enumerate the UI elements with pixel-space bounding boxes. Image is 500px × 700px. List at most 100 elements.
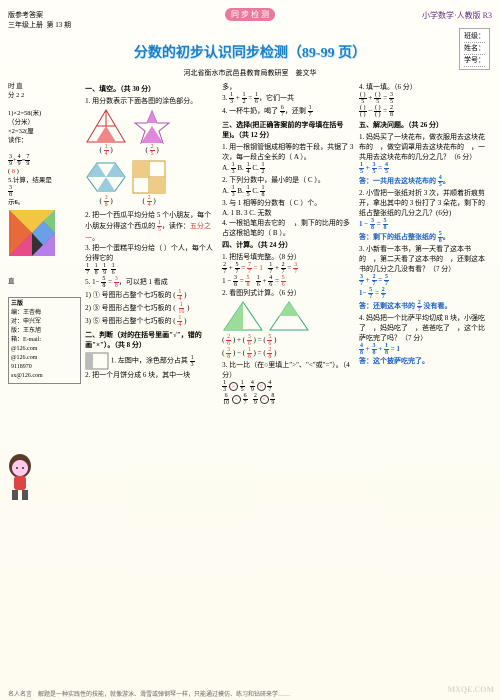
ans4-eq: 48 + 38 + 18 = 1 <box>359 343 492 356</box>
ans4-txt: 答：这个披萨吃完了。 <box>359 356 492 366</box>
sec3-q3o: A. 1 B. 3 C. 无数 <box>222 208 355 218</box>
name-field: 姓名： <box>464 43 485 55</box>
student-info-box: 班级： 姓名： 学号： <box>459 28 490 70</box>
exam-type-badge: 同 步 检 测 <box>225 8 275 21</box>
sec5-q1: 1. 妈妈买了一块花布，做衣服用去这块花布的 ，做空调罩用去这块花布的 ，一共用… <box>359 132 492 162</box>
header-center: 同 步 检 测 <box>225 8 275 21</box>
fill-row2: ( )( ) − ( )( ) = 28 <box>359 105 492 118</box>
sec1-q4: 17 18 19 16 <box>85 263 218 276</box>
cartoon-girl <box>2 450 38 504</box>
eq3: 1 − 38 = 58 16 + 46 = 56 <box>222 275 355 288</box>
sample-ref: 示6。 <box>8 198 81 207</box>
sec5-q2: 2. 小雪把一张纸对折 3 次，并顺着折痕剪开，拿出其中的 3 份打了 3 朵花… <box>359 188 492 218</box>
sec4-q3: 3. 比一比（在○里填上">"、"<"或"="）。（4 分） <box>222 360 355 380</box>
hexagon-shape: ( 38 ) <box>85 159 127 208</box>
num-field: 学号： <box>464 55 485 67</box>
sec2-q4: 4. 一杯牛奶，喝了 67，还剩 17 <box>222 105 355 118</box>
sample-title: 5.计算，结果是 <box>8 176 81 185</box>
ans-sample: 39+49=79 <box>8 154 81 167</box>
ans-calc3: ×2=32(厘 <box>8 127 81 136</box>
sec4-heading: 四、计算。（共 24 分） <box>222 240 355 250</box>
column-1: 一、填空。（共 30 分） 1. 用分数表示下面各图的涂色部分。 ( 14 ) … <box>85 82 218 406</box>
sec3-heading: 三、选择(把正确答案前的字母填在括号里)。（共 12 分） <box>222 120 355 140</box>
ans2-txt: 答：剩下的纸占整张纸的 58。 <box>359 231 492 244</box>
sec3-q2o: A. 13 B. 15 C. 18 <box>222 185 355 198</box>
expr2b: ( 38 ) − ( 18 ) = ( 28 ) <box>222 347 355 360</box>
sec2-heading: 二、判断（对的在括号里画"√"，错的画"×"）。（共 8 分） <box>85 330 218 350</box>
ans-l2: 分 2 2 <box>8 91 81 100</box>
sec1-p2: 2) ③ 号图形占整个七巧板的 ( 116 ) <box>85 302 218 315</box>
sec1-q1: 1. 用分数表示下面各图的涂色部分。 <box>85 96 218 106</box>
ref-ans-label: 版参考答案 <box>8 11 43 19</box>
pub-l5: @126.com <box>11 354 78 363</box>
column-2: 多， 3. 13 + 12 = 16，它们一共 4. 一杯牛奶，喝了 67，还剩… <box>222 82 355 406</box>
sec1-q2: 2. 把一个西瓜平均分给 5 个小朋友，每个小朋友分得这个西瓜的 15，读作：五… <box>85 210 218 243</box>
pub-l4: @126.com <box>11 345 78 354</box>
ans3-eq: 37 + 27 = 57 <box>359 274 492 287</box>
publisher-box: 三版 编：王杏梅 对：申兴军 版：王东旭 箱：E-mail: @126.com … <box>8 297 81 384</box>
ans3-txt: 答：还剩这本书的 27 没有看。 <box>359 300 492 313</box>
sec2-q2: 2. 把一个月饼分成 6 块，其中一块 <box>85 370 218 380</box>
line-many: 多， <box>222 82 355 92</box>
main-columns: 时 直 分 2 2 1)×2=58(米) （分米） ×2=32(厘 读作： 39… <box>8 82 492 406</box>
page-header: 版参考答案 三年级上册 第 13 期 同 步 检 测 小学数学·人教版 R3 <box>8 8 492 36</box>
ans-sample3: 38 <box>8 185 81 198</box>
sec1-p3: 3) ⑤ 号图形占整个七巧板的 ( 14 ) <box>85 315 218 328</box>
sec3-q2: 2. 下列分数中，最小的是（ C ）。 <box>222 175 355 185</box>
sec3-q1: 1. 用一根钢管锯成相等的若干段，共锯了 3 次，每一段占全长的（ A ）。 <box>222 142 355 162</box>
straight-label: 直 <box>8 277 81 286</box>
sec4-q2: 2. 看图列式计算。（6 分） <box>222 288 355 298</box>
pub-l1: 对：申兴军 <box>11 318 78 327</box>
grid-shape: ( 24 ) <box>131 159 167 208</box>
class-field: 班级： <box>464 31 485 43</box>
ans-sample2: ( 8 ) <box>8 167 81 176</box>
sec5-heading: 五、解决问题。（共 26 分） <box>359 120 492 130</box>
title-row: 分数的初步认识同步检测（89-99 页） <box>8 42 492 62</box>
fill-row1: ( )5 + ( )5 = 35 <box>359 92 492 105</box>
sec4b-heading: 4. 填一填。（6 分） <box>359 82 492 92</box>
pub-l6: 9118970 <box>11 363 78 372</box>
sec3-q3: 3. 与 1 相等的分数有（ C ）个。 <box>222 198 355 208</box>
eq1: 27 + 57 = 77 = 1 17 + 27 = 37 <box>222 262 355 275</box>
watermark: MXQE.COM <box>448 685 494 694</box>
footer-quote: 名人名言 解题是一种实践性的技能，就像游泳、滑雪或弹钢琴一样，只能通过模仿、练习… <box>8 689 492 698</box>
sec1-q3: 3. 把一个蛋糕平均分给（ ）个人，每个人分得它的 <box>85 243 218 263</box>
pub-title: 三版 <box>11 300 78 309</box>
sec2-q1: 1. 左图中，涂色部分占其 13 <box>85 352 218 370</box>
header-left: 版参考答案 三年级上册 第 13 期 <box>8 10 71 30</box>
star-shape: ( 25 ) <box>131 108 173 157</box>
read-label: 读作： <box>8 137 28 144</box>
shape-row-2: ( 38 ) ( 24 ) <box>85 159 218 208</box>
issue-label: 第 13 期 <box>47 21 72 29</box>
ans1-eq: 15 + 35 = 45 <box>359 162 492 175</box>
pub-l7: sx@126.com <box>11 372 78 381</box>
pub-l3: 箱：E-mail: <box>11 336 78 345</box>
ans-calc1: 1)×2=58(米) <box>8 109 81 118</box>
answer-strip: 时 直 分 2 2 1)×2=58(米) （分米） ×2=32(厘 读作： 39… <box>8 82 81 406</box>
sec4-q1: 1. 把括号填完整。（8 分） <box>222 252 355 262</box>
author-line: 河北省衡水市武邑县教育局教研室 姜文华 <box>8 68 492 78</box>
pub-l0: 编：王杏梅 <box>11 309 78 318</box>
triangle-pair <box>222 300 355 332</box>
column-3: 4. 填一填。（6 分） ( )5 + ( )5 = 35 ( )( ) − (… <box>359 82 492 406</box>
ans-calc2: （分米） <box>8 118 81 127</box>
ans1-txt: 答：一共用去这块花布的 45。 <box>359 175 492 188</box>
triangle-shape: ( 14 ) <box>85 108 127 157</box>
grade-label: 三年级上册 <box>8 21 43 29</box>
page-title: 分数的初步认识同步检测（89-99 页） <box>134 42 366 62</box>
sec2-q3: 3. 13 + 12 = 16，它们一共 <box>222 92 355 105</box>
sec1-heading: 一、填空。（共 30 分） <box>85 84 218 94</box>
sec3-q1o: A. 13 B. 14 C. 12 <box>222 162 355 175</box>
sec1-p1: 1) ① 号图形占整个七巧板的 ( 14 ) <box>85 289 218 302</box>
cmp-row: 13 > 15 49 < 47 <box>222 380 355 393</box>
tangram-figure <box>8 209 81 257</box>
sec5-q3: 3. 小新看一本书，第一天看了这本书的 ，第二天看了这本书的 ，还剩这本书的几分… <box>359 244 492 274</box>
cmp-row2: 610 < 67 29 < 89 <box>222 393 355 406</box>
sec1-q5: 5. 1− 58 = 38，可以把 1 看成 <box>85 276 218 289</box>
shape-row-1: ( 14 ) ( 25 ) <box>85 108 218 157</box>
ans-l1: 时 直 <box>8 82 81 91</box>
pub-l2: 版：王东旭 <box>11 327 78 336</box>
ans3-eq2: 1− 57 = 27 <box>359 287 492 300</box>
header-right: 小学数学·人教版 R3 <box>422 10 492 21</box>
expr2a: ( 26 ) + ( 36 ) = ( 56 ) <box>222 334 355 347</box>
